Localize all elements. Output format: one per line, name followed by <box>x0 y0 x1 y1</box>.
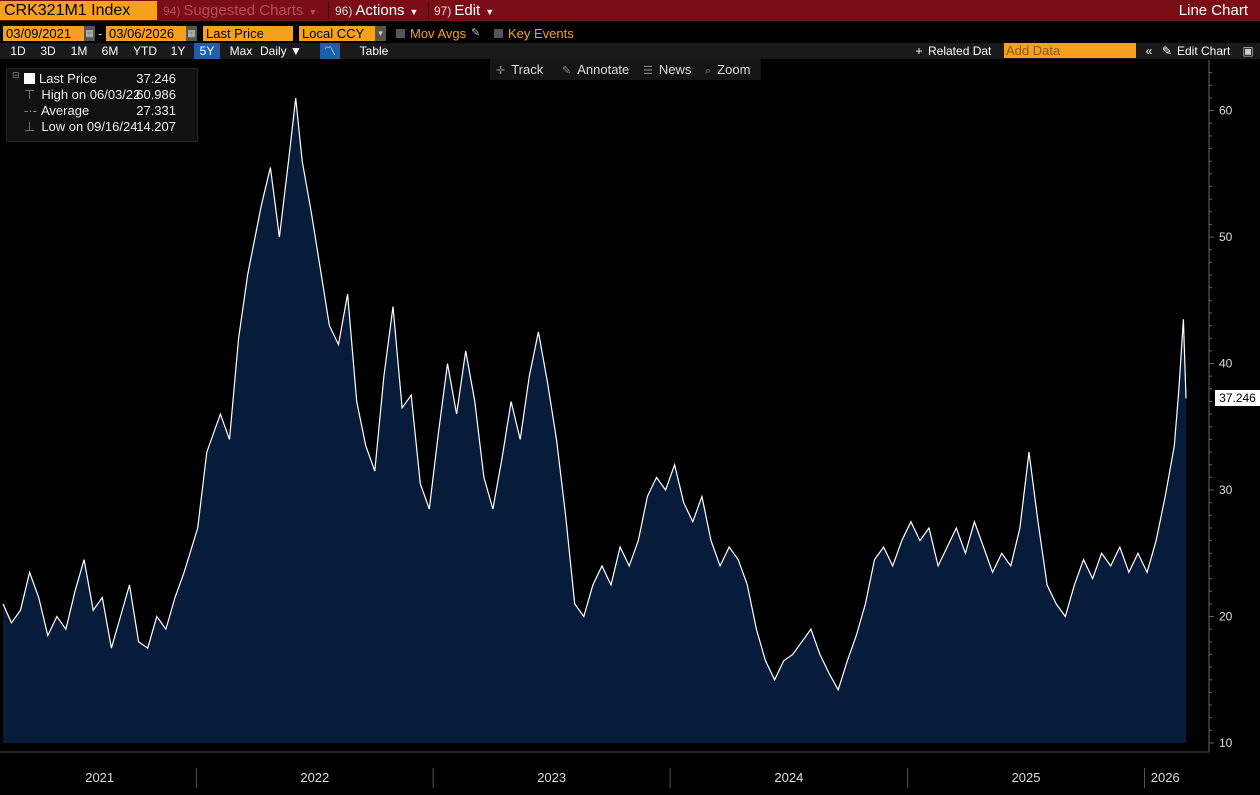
legend-value: 27.331 <box>136 103 176 118</box>
caret-down-icon: ▼ <box>290 44 302 58</box>
swatch-icon <box>24 73 35 84</box>
last-price-label: 37.246 <box>1215 390 1260 407</box>
suggested-charts-menu[interactable]: 94) Suggested Charts ▼ <box>163 0 317 21</box>
calendar-icon[interactable]: ▦ <box>84 26 95 41</box>
crosshair-icon: ✛ <box>496 65 506 77</box>
legend-last-price: Last Price 37.246 <box>24 71 192 87</box>
edit-menu[interactable]: 97) Edit ▼ <box>434 0 494 21</box>
y-tick-label: 30 <box>1219 483 1233 497</box>
period-1m[interactable]: 1M <box>70 44 88 58</box>
y-tick-label: 50 <box>1219 230 1233 244</box>
period-5y[interactable]: 5Y <box>194 43 220 59</box>
caret-down-icon: ▼ <box>485 7 495 17</box>
divider <box>428 2 429 19</box>
actions-menu[interactable]: 96) Actions ▼ <box>335 0 418 21</box>
legend-label: High on 06/03/22 <box>41 87 141 102</box>
edit-chart-button[interactable]: Edit Chart <box>1177 44 1231 58</box>
menu-number: 97) <box>434 4 452 18</box>
menu-label: Actions <box>355 2 405 19</box>
ticker-field[interactable]: CRK321M1 Index <box>0 1 157 20</box>
legend-high: ⊤ High on 06/03/22 60.986 <box>24 87 192 103</box>
key-events-label[interactable]: Key Events <box>508 26 574 41</box>
start-date-field[interactable]: 03/09/2021 <box>3 26 84 41</box>
x-tick-label: 2022 <box>300 770 329 785</box>
tool-label: News <box>658 62 692 77</box>
x-tick-label: 2023 <box>537 770 566 785</box>
tool-label: Zoom <box>717 62 751 77</box>
toolbar-row <box>0 43 1260 59</box>
y-tick-label: 20 <box>1219 610 1233 624</box>
zoom-tool[interactable]: ⌕ Zoom <box>705 59 750 80</box>
mov-avgs-label[interactable]: Mov Avgs <box>410 26 467 41</box>
annotate-icon: ✎ <box>562 65 572 77</box>
caret-down-icon: ▼ <box>409 7 419 17</box>
chart-type-title: Line Chart <box>1178 2 1248 19</box>
low-marker-icon: ⊥ <box>24 119 36 134</box>
tool-label: Track <box>511 62 544 77</box>
average-marker-icon: -·- <box>24 103 37 118</box>
period-ytd[interactable]: YTD <box>133 44 157 58</box>
legend-average: -·- Average 27.331 <box>24 103 192 119</box>
y-tick-label: 40 <box>1219 357 1233 371</box>
end-date-field[interactable]: 03/06/2026 <box>106 26 186 41</box>
x-tick-label: 2026 <box>1151 770 1180 785</box>
period-1d[interactable]: 1D <box>10 44 26 58</box>
pencil-icon[interactable]: ✎ <box>1161 44 1173 58</box>
annotate-tool[interactable]: ✎ Annotate <box>562 59 629 80</box>
add-data-input[interactable]: Add Data <box>1004 43 1136 58</box>
price-chart[interactable]: 10 20 30 40 50 60 2021 2022 2023 2024 2025 2026 <box>0 60 1260 795</box>
table-button[interactable]: Table <box>359 44 389 58</box>
mov-avgs-checkbox[interactable] <box>396 29 405 38</box>
magnifier-icon: ⌕ <box>705 65 712 77</box>
date-dash: - <box>98 26 103 41</box>
period-max[interactable]: Max <box>229 44 253 58</box>
related-data-button[interactable]: Related Dat <box>928 44 992 58</box>
menu-number: 94) <box>163 4 181 18</box>
collapse-legend-icon[interactable]: ⊟ <box>12 70 20 80</box>
news-tool[interactable]: ☰ News <box>643 59 691 80</box>
plus-icon[interactable]: + <box>915 44 923 58</box>
calendar-icon[interactable]: ▦ <box>186 26 197 41</box>
legend-value: 14.207 <box>136 119 176 134</box>
price-field-select[interactable]: Last Price <box>203 26 293 41</box>
legend-panel <box>6 68 198 142</box>
legend-label: Average <box>41 103 90 118</box>
menu-number: 96) <box>335 4 353 18</box>
currency-select[interactable]: Local CCY <box>299 26 375 41</box>
pencil-icon[interactable]: ✎ <box>471 27 481 39</box>
legend-label: Last Price <box>39 71 97 86</box>
menu-label: Suggested Charts <box>183 2 304 19</box>
divider <box>328 2 329 19</box>
chart-toolbar <box>490 59 761 80</box>
key-events-checkbox[interactable] <box>494 29 503 38</box>
period-6m[interactable]: 6M <box>101 44 119 58</box>
track-tool[interactable]: ✛ Track <box>496 59 543 80</box>
period-1y[interactable]: 1Y <box>170 44 186 58</box>
header-bar <box>0 0 1260 21</box>
x-tick-label: 2021 <box>85 770 114 785</box>
tool-label: Annotate <box>577 62 630 77</box>
caret-down-icon: ▼ <box>308 7 318 17</box>
x-tick-label: 2024 <box>774 770 803 785</box>
dropdown-arrow-icon[interactable]: ▾ <box>375 26 386 41</box>
frequency-label: Daily <box>260 44 287 58</box>
price-area <box>3 98 1186 744</box>
legend-low: ⊥ Low on 09/16/24 14.207 <box>24 119 192 135</box>
period-3d[interactable]: 3D <box>40 44 56 58</box>
legend-label: Low on 09/16/24 <box>41 119 138 134</box>
panel-toggle-icon[interactable]: ▣ <box>1242 44 1254 58</box>
price-line <box>2 98 1187 692</box>
news-icon: ☰ <box>643 65 653 77</box>
y-tick-label: 60 <box>1219 104 1233 118</box>
legend-value: 60.986 <box>136 87 176 102</box>
legend-value: 37.246 <box>136 71 176 86</box>
menu-label: Edit <box>454 2 481 19</box>
x-tick-label: 2025 <box>1012 770 1041 785</box>
y-tick-label: 10 <box>1219 736 1233 750</box>
collapse-icon[interactable]: « <box>1145 44 1153 58</box>
frequency-select[interactable]: Daily ▼ <box>260 43 314 59</box>
high-marker-icon: ⊤ <box>24 87 36 102</box>
line-chart-icon[interactable]: 〽 <box>320 43 340 59</box>
